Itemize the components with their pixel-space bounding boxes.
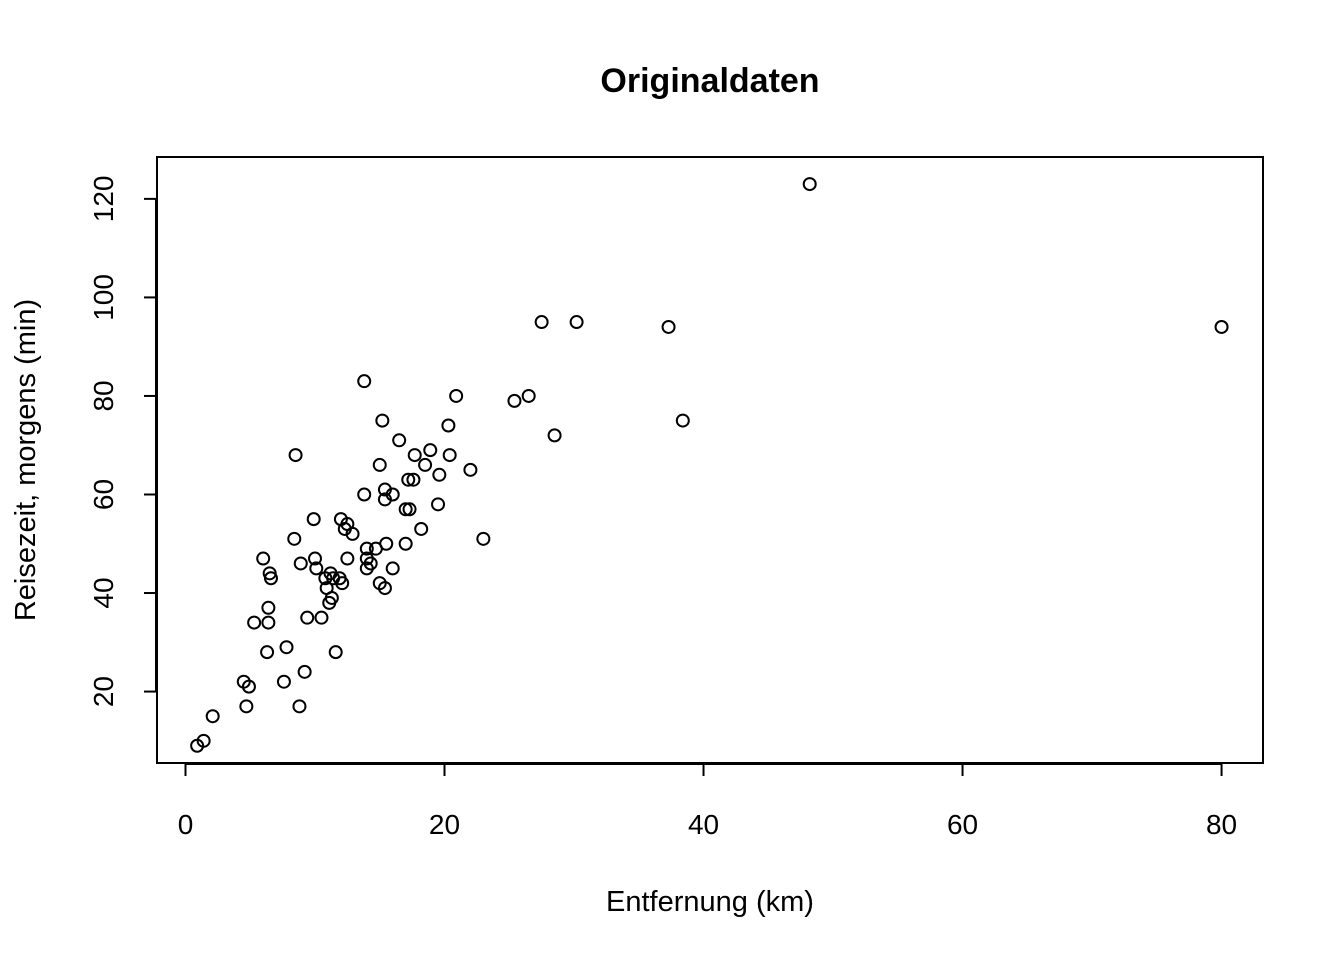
data-point [463, 462, 478, 477]
data-point [377, 581, 392, 596]
data-point [398, 536, 413, 551]
data-point [406, 472, 421, 487]
plot-frame [156, 156, 1264, 764]
data-point [401, 472, 416, 487]
data-point [359, 541, 374, 556]
x-tick-label: 80 [1206, 809, 1237, 840]
data-point [306, 512, 321, 527]
data-point [802, 177, 817, 192]
data-point [287, 531, 302, 546]
data-point [385, 487, 400, 502]
data-point [385, 561, 400, 576]
data-point [675, 413, 690, 428]
data-point [324, 590, 339, 605]
data-point [372, 457, 387, 472]
data-point [431, 497, 446, 512]
x-tick-label: 40 [688, 809, 719, 840]
data-point [261, 615, 276, 630]
data-point [521, 388, 536, 403]
data-point [569, 315, 584, 330]
y-tick-label: 120 [88, 176, 119, 223]
data-point [300, 610, 315, 625]
data-point [260, 645, 275, 660]
data-point [241, 679, 256, 694]
data-point [418, 457, 433, 472]
data-point [196, 733, 211, 748]
data-point [547, 428, 562, 443]
x-axis: 0 20 40 60 80 [178, 763, 1237, 840]
data-points [190, 177, 1229, 753]
data-point [256, 551, 271, 566]
y-tick-label: 20 [88, 676, 119, 707]
data-point [297, 664, 312, 679]
data-point [432, 467, 447, 482]
y-axis: 20 40 60 80 100 120 [88, 176, 157, 707]
data-point [309, 561, 324, 576]
data-point [276, 674, 291, 689]
data-point [392, 433, 407, 448]
data-point [363, 556, 378, 571]
data-point [247, 615, 262, 630]
data-point [345, 526, 360, 541]
data-point [314, 610, 329, 625]
data-point [402, 502, 417, 517]
y-axis-label: Reisezeit, morgens (min) [10, 299, 42, 621]
data-point [534, 315, 549, 330]
x-tick-label: 20 [429, 809, 460, 840]
data-point [279, 640, 294, 655]
data-point [398, 502, 413, 517]
data-point [292, 699, 307, 714]
data-point [357, 487, 372, 502]
data-point [357, 374, 372, 389]
data-point [407, 448, 422, 463]
x-tick-label: 0 [178, 809, 194, 840]
y-tick-label: 100 [88, 274, 119, 321]
y-tick-label: 60 [88, 479, 119, 510]
data-point [340, 551, 355, 566]
data-point [263, 571, 278, 586]
data-point [379, 536, 394, 551]
data-point [328, 645, 343, 660]
data-point [414, 521, 429, 536]
x-tick-label: 60 [947, 809, 978, 840]
y-tick-label: 40 [88, 577, 119, 608]
data-point [308, 551, 322, 566]
data-point [335, 576, 350, 591]
y-tick-label: 80 [88, 380, 119, 411]
data-point [293, 556, 308, 571]
data-point [375, 413, 390, 428]
data-point [442, 448, 457, 463]
data-point [449, 388, 464, 403]
data-point [423, 443, 438, 458]
data-point [507, 393, 522, 408]
data-point [288, 448, 303, 463]
chart-title: Originaldaten [600, 62, 819, 100]
data-point [661, 319, 676, 334]
data-point [441, 418, 456, 433]
data-point [476, 531, 491, 546]
data-point [261, 600, 276, 615]
x-axis-label: Entfernung (km) [606, 886, 814, 918]
data-point [1214, 319, 1229, 334]
data-point [239, 699, 254, 714]
data-point [205, 709, 220, 724]
